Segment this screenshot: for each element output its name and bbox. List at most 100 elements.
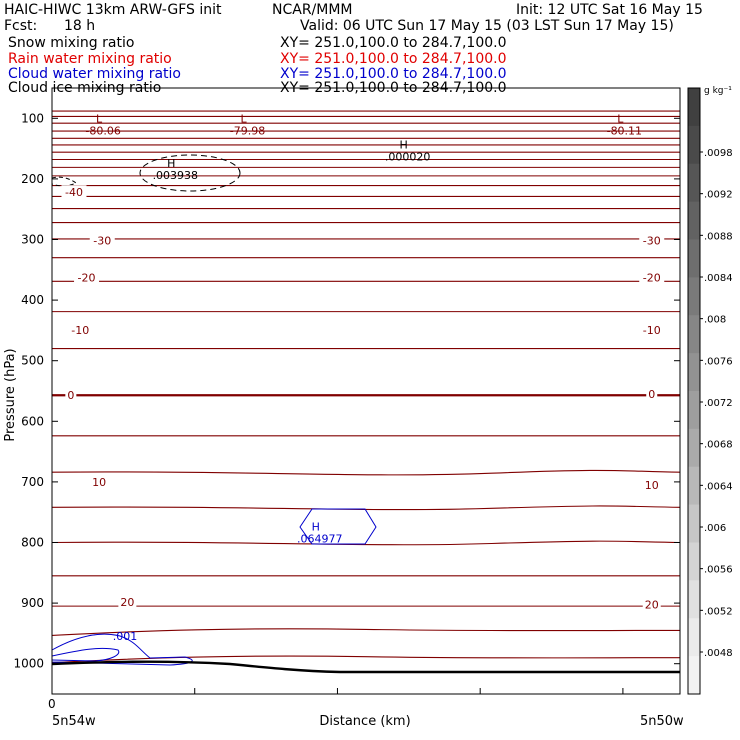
colorbar-label: .0088	[704, 231, 733, 242]
theta-contour-line	[51, 158, 681, 161]
y-tick-label: 100	[21, 111, 44, 125]
temperature-label: 0	[648, 388, 655, 401]
colorbar-label: .0048	[704, 648, 733, 659]
extremum-letter: H	[312, 520, 320, 533]
cloud-water-contour	[299, 508, 377, 545]
theta-contour-line	[51, 221, 681, 224]
extremum-letter: L	[617, 113, 624, 126]
colorbar-label: .0064	[704, 481, 733, 492]
theta-contour-line	[51, 151, 681, 154]
field-name-rain: Rain water mixing ratio	[8, 51, 172, 67]
label-bg	[642, 477, 661, 491]
cloud-ice-contour	[139, 154, 241, 192]
y-tick-label: 500	[21, 354, 44, 368]
terrain-line	[51, 660, 680, 674]
temperature-label: -10	[71, 324, 89, 337]
theta-contour-line	[51, 655, 681, 664]
theta-contour-line	[51, 184, 681, 187]
label-bg	[639, 322, 665, 336]
y-tick-label: 400	[21, 293, 44, 307]
valid-time: Valid: 06 UTC Sun 17 May 15 (03 LST Sun …	[300, 18, 674, 34]
theta-contour-line	[51, 122, 681, 124]
x-zero-label: 0	[48, 697, 56, 711]
extremum-letter: H	[167, 157, 175, 170]
extremum-value: -80.11	[607, 125, 642, 138]
colorbar-swatch	[688, 277, 700, 316]
theta-contour-line	[51, 347, 681, 350]
x-left-location: 5n54w	[52, 714, 96, 729]
theta-contour-line	[51, 195, 681, 198]
temperature-label: -30	[643, 235, 661, 248]
colorbar-swatch	[688, 353, 700, 392]
theta-contour-line	[51, 393, 681, 397]
field-name-cloud-water: Cloud water mixing ratio	[8, 66, 181, 82]
label-bg	[639, 233, 665, 247]
colorbar-label: .0068	[704, 440, 733, 451]
colorbar-label: .0092	[704, 190, 733, 201]
theta-contour-line	[51, 144, 681, 146]
temperature-label: -20	[78, 272, 96, 285]
theta-contour-line	[51, 256, 681, 259]
field-xy-rain: XY= 251.0,100.0 to 284.7,100.0	[280, 51, 507, 67]
colorbar-swatch	[688, 239, 700, 278]
extremum-value: .003938	[153, 169, 199, 182]
extremum-value: .000020	[385, 151, 431, 164]
label-bg	[118, 594, 137, 608]
colorbar-label: .0056	[704, 565, 733, 576]
plot-border	[51, 87, 681, 695]
y-tick-label: 900	[21, 596, 44, 610]
y-tick-label: 700	[21, 475, 44, 489]
fcst-label: Fcst:	[4, 18, 38, 34]
temperature-label: -40	[65, 186, 83, 199]
colorbar-swatch	[688, 542, 700, 581]
extremum-value: -79.98	[230, 125, 265, 138]
y-tick-label: 600	[21, 414, 44, 428]
label-bg	[90, 474, 109, 488]
x-axis-label: Distance (km)	[319, 714, 410, 729]
extremum-value: -80.06	[85, 125, 120, 138]
theta-contour-line	[51, 605, 681, 607]
org-label: NCAR/MMM	[272, 2, 353, 18]
y-tick-label: 200	[21, 172, 44, 186]
temperature-label: 10	[645, 479, 659, 492]
colorbar-label: .006	[704, 523, 726, 534]
theta-contour-line	[51, 130, 681, 132]
theta-contour-line	[51, 238, 681, 240]
extremum-letter: H	[400, 139, 408, 152]
theta-contour-line	[51, 435, 681, 437]
theta-contour-line	[51, 137, 681, 140]
temperature-label: 20	[645, 598, 659, 611]
theta-contour-line	[51, 207, 681, 210]
label-bg	[646, 387, 658, 401]
colorbar-swatch	[688, 315, 700, 354]
colorbar-label: .008	[704, 315, 726, 326]
colorbar-swatch	[688, 125, 700, 165]
colorbar-swatch	[688, 428, 700, 468]
model-title: HAIC-HIWC 13km ARW-GFS init	[4, 2, 222, 18]
label-bg	[67, 322, 93, 336]
theta-contour-line	[51, 628, 681, 636]
label-bg	[639, 270, 665, 284]
colorbar-swatch	[688, 466, 700, 506]
colorbar: .0098 .0092 .0088 .0084 .008 .0076 .0072 .0068.…	[687, 87, 733, 695]
extremum-letter: L	[96, 113, 103, 126]
label-bg	[642, 597, 661, 611]
colorbar-swatch	[688, 163, 700, 203]
temperature-label: 10	[92, 476, 106, 489]
theta-contour-line	[51, 469, 681, 476]
extremum-letter: L	[240, 113, 247, 126]
theta-contour-line	[51, 175, 681, 177]
colorbar-swatch	[688, 656, 700, 695]
cloud-water-label: .001	[113, 630, 138, 643]
label-bg	[61, 185, 87, 199]
colorbar-border	[687, 87, 701, 695]
theta-contour-line	[51, 540, 681, 546]
label-bg	[74, 270, 100, 284]
y-tick-label: 300	[21, 233, 44, 247]
colorbar-swatch	[688, 580, 700, 619]
theta-contour-line	[51, 166, 681, 169]
colorbar-swatch	[688, 618, 700, 657]
